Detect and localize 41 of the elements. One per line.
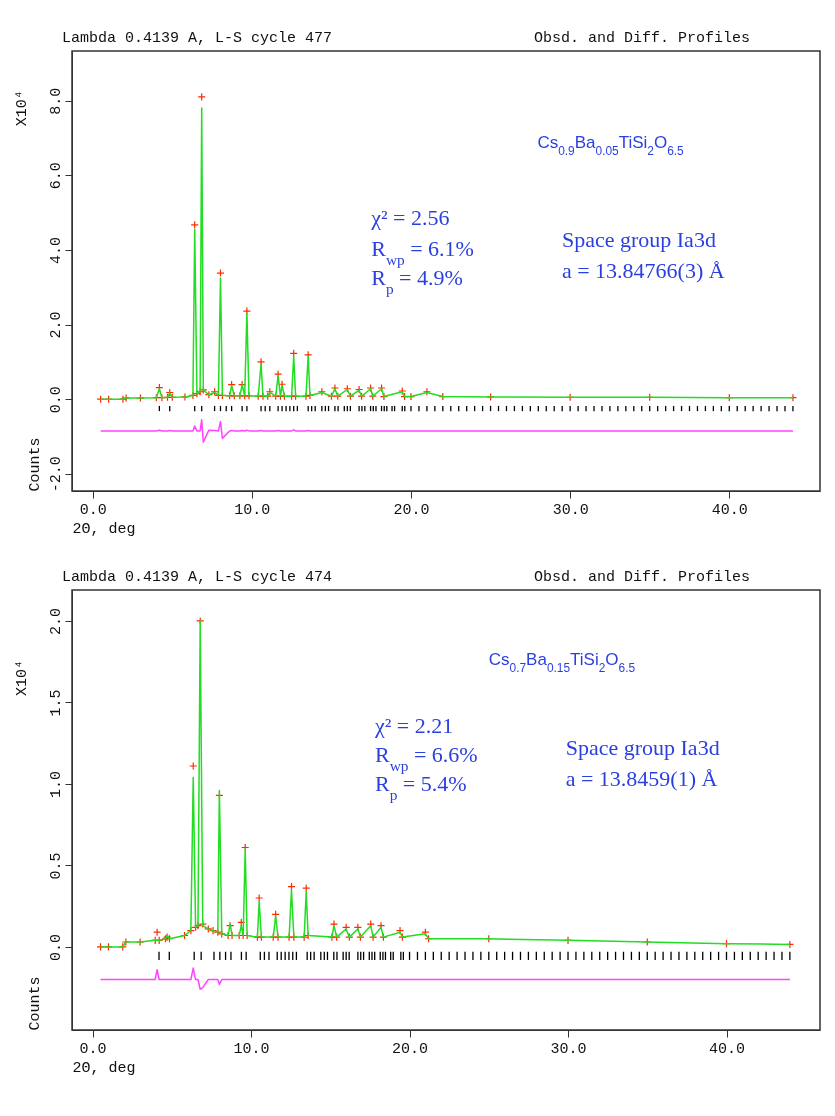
chart-title: Lambda 0.4139 A, L-S cycle 477 [62,30,333,47]
y-tick-label: 0.0 [47,386,65,414]
annotation: Cs$_{0.9}$Ba$_{0.05}$TiSi$_{2}$O$_{6.5}$ [537,133,685,159]
annotation: Cs$_{0.7}$Ba$_{0.15}$TiSi$_{2}$O$_{6.5}$ [488,650,636,676]
y-tick-label: 4.0 [47,236,65,264]
x-tick-label: 10.0 [233,1040,270,1058]
chart-subtitle: Obsd. and Diff. Profiles [533,30,750,47]
x-tick-label: 10.0 [234,501,271,519]
annotation: Space group Ia3d [565,735,720,761]
text: X10⁴ [14,90,32,127]
annotation: Space group Ia3d [561,227,716,253]
x-tick-label: 0.0 [79,501,107,519]
y-tick-label: 8.0 [47,87,65,115]
annotation: χ² = 2.56 [370,205,450,231]
x-tick-label: 30.0 [552,501,589,519]
y-tick-label: -2.0 [47,456,65,493]
y-axis-title: Counts [26,437,44,492]
y-tick-label: 1.5 [47,689,65,717]
annotation: a = 13.84766(3) Å [561,258,725,283]
y-tick-label: 6.0 [47,162,65,190]
annotation: χ² = 2.21 [373,713,454,739]
x-tick-label: 0.0 [79,1040,107,1058]
y-tick-label: 0.0 [47,933,65,961]
annotation: a = 13.8459(1) Å [565,766,718,792]
x-tick-label: 40.0 [711,501,748,519]
y-axis-title: Counts [26,976,44,1031]
chart-title: Lambda 0.4139 A, L-S cycle 474 [62,569,333,586]
x-axis-title: 2Θ, deg [72,1059,136,1077]
y-tick-label: 0.5 [47,852,65,880]
y-tick-label: 2.0 [47,311,65,339]
x-tick-label: 40.0 [708,1040,746,1058]
x-tick-label: 20.0 [392,1040,429,1058]
x-tick-label: 20.0 [393,501,430,519]
x-tick-label: 30.0 [550,1040,587,1058]
y-tick-label: 1.0 [47,770,65,798]
y-tick-label: 2.0 [47,607,65,635]
line-series [99,967,791,991]
line-series [99,418,794,443]
chart-subtitle: Obsd. and Diff. Profiles [533,569,750,586]
text: X10⁴ [14,659,32,697]
x-axis-title: 2Θ, deg [72,520,136,538]
